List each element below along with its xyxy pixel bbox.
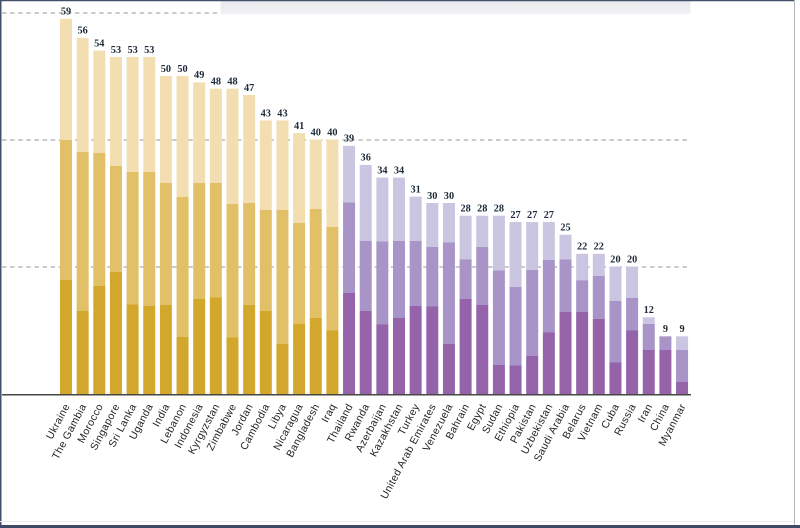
- svg-text:9: 9: [663, 324, 668, 335]
- svg-text:47: 47: [244, 83, 254, 94]
- svg-text:9: 9: [679, 324, 684, 335]
- svg-text:53: 53: [144, 45, 154, 56]
- svg-text:27: 27: [527, 210, 537, 221]
- svg-text:41: 41: [294, 121, 304, 132]
- svg-text:49: 49: [194, 70, 204, 81]
- svg-text:50: 50: [161, 64, 171, 75]
- svg-text:31: 31: [411, 184, 421, 195]
- svg-text:39: 39: [344, 134, 354, 145]
- svg-text:27: 27: [510, 210, 520, 221]
- svg-text:25: 25: [560, 223, 570, 234]
- svg-text:22: 22: [577, 242, 587, 253]
- svg-text:20: 20: [627, 254, 637, 265]
- svg-text:53: 53: [111, 45, 121, 56]
- svg-text:40: 40: [311, 127, 321, 138]
- svg-text:40: 40: [327, 127, 337, 138]
- svg-text:28: 28: [460, 204, 470, 215]
- svg-text:43: 43: [261, 108, 271, 119]
- svg-text:48: 48: [227, 77, 237, 88]
- svg-text:28: 28: [477, 204, 487, 215]
- svg-text:34: 34: [377, 165, 387, 176]
- svg-text:36: 36: [361, 153, 371, 164]
- svg-text:30: 30: [444, 191, 454, 202]
- svg-text:59: 59: [61, 7, 71, 18]
- svg-text:56: 56: [78, 26, 88, 37]
- svg-text:28: 28: [494, 204, 504, 215]
- svg-text:34: 34: [394, 165, 404, 176]
- svg-text:20: 20: [610, 254, 620, 265]
- svg-text:43: 43: [277, 108, 287, 119]
- svg-text:54: 54: [94, 38, 104, 49]
- svg-text:27: 27: [544, 210, 554, 221]
- svg-text:50: 50: [177, 64, 187, 75]
- svg-text:48: 48: [211, 77, 221, 88]
- svg-text:12: 12: [644, 305, 654, 316]
- svg-text:22: 22: [594, 242, 604, 253]
- svg-text:53: 53: [127, 45, 137, 56]
- svg-text:30: 30: [427, 191, 437, 202]
